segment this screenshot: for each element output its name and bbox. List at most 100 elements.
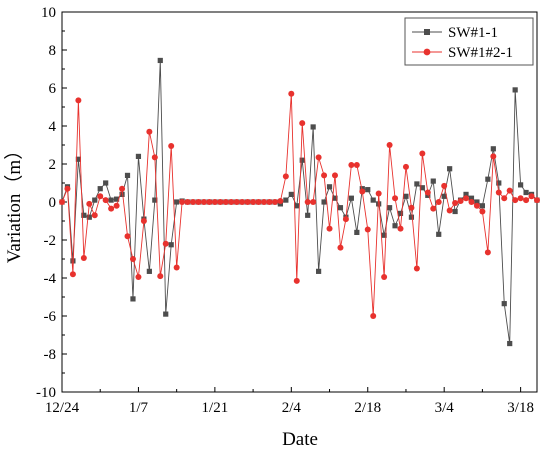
legend-label-0: SW#1-1	[448, 25, 498, 41]
series-0-point	[386, 205, 393, 211]
series-0-point	[163, 311, 169, 317]
series-1-point	[331, 172, 338, 179]
legend-label-1: SW#1#2-1	[448, 45, 513, 61]
series-0-point	[512, 87, 518, 93]
series-1-point	[173, 264, 180, 271]
series-0-point	[441, 193, 447, 199]
x-tick-label: 1/7	[129, 400, 149, 416]
series-0-point	[124, 172, 131, 178]
series-1-point	[348, 161, 355, 168]
series-1-point	[413, 265, 420, 272]
series-0-point	[414, 181, 420, 187]
series-0-point	[392, 223, 398, 229]
series-1-point	[228, 199, 235, 205]
series-1-point	[200, 199, 207, 205]
series-0-point	[316, 268, 322, 274]
series-1-point	[452, 199, 459, 206]
legend-marker-0	[424, 29, 430, 35]
x-tick-label: 1/21	[202, 400, 229, 416]
series-0-point	[419, 185, 425, 191]
series-1-point	[75, 97, 82, 104]
series-1-point	[217, 199, 224, 205]
series-0-point	[479, 203, 486, 209]
series-1-point	[59, 199, 65, 205]
series-1-point	[479, 208, 486, 215]
series-0-point	[408, 214, 415, 220]
series-1-point	[419, 150, 426, 157]
series-1-point	[457, 198, 464, 205]
series-0-point	[436, 231, 442, 237]
series-1-point	[495, 189, 502, 196]
series-1-point	[222, 199, 229, 205]
series-1	[59, 90, 540, 319]
series-1-point	[195, 199, 202, 205]
series-1-point	[473, 202, 480, 209]
y-tick-label: 10	[41, 5, 56, 21]
series-0-point	[370, 197, 376, 203]
series-1-point	[271, 199, 278, 205]
series-0-point	[468, 195, 475, 201]
y-tick-label: 0	[49, 195, 57, 211]
series-1-point	[146, 128, 153, 135]
y-axis-title: Variation（m）	[3, 141, 25, 263]
series-0-point	[135, 153, 142, 159]
series-1-point	[364, 226, 371, 233]
series-1-point	[108, 205, 115, 212]
series-0-point	[474, 199, 480, 205]
series-0-point	[108, 197, 114, 203]
series-0-point	[381, 232, 387, 238]
series-1-point	[233, 199, 240, 205]
series-0-point	[348, 195, 354, 201]
series-1-point	[359, 188, 366, 195]
series-0-point	[326, 184, 333, 190]
series-1-point	[484, 249, 491, 256]
series-1-point	[140, 218, 147, 224]
series-1-point	[190, 199, 197, 205]
series-1-point	[370, 313, 377, 319]
legend-marker-1	[423, 48, 431, 56]
series-0-point	[103, 180, 109, 186]
x-tick-label: 12/24	[45, 400, 80, 416]
series-1-point	[69, 271, 76, 278]
series-1-point	[501, 195, 508, 202]
series-1-point	[517, 195, 524, 202]
series-0-point	[152, 197, 158, 203]
series-1-point	[211, 199, 218, 205]
series-1-point	[512, 197, 519, 204]
series-0-point	[485, 176, 491, 182]
series-1-point	[534, 197, 540, 204]
x-tick-label: 2/4	[282, 400, 302, 416]
y-tick-label: -4	[44, 271, 57, 287]
series-1-point	[255, 199, 262, 205]
series-0-point	[501, 301, 507, 307]
series-1-point	[282, 173, 289, 180]
series-1-point	[321, 172, 328, 179]
series-0-point	[321, 199, 327, 205]
series-0-point	[463, 191, 469, 197]
series-1-point	[162, 240, 169, 247]
series-0-point	[174, 199, 180, 205]
x-tick-label: 2/18	[354, 400, 381, 416]
series-1-point	[277, 198, 284, 205]
series-1-point	[239, 199, 246, 205]
series-0-point	[490, 146, 496, 152]
series-0-point	[403, 193, 409, 199]
series-1-point	[244, 199, 251, 205]
series-1-point	[315, 154, 322, 161]
series-1-point	[124, 233, 131, 240]
series-0-point	[75, 156, 81, 162]
x-tick-label: 3/4	[435, 400, 455, 416]
series-0-point	[376, 201, 382, 207]
series-1-point	[424, 189, 431, 196]
series-0-point	[157, 57, 163, 64]
series-1-point	[304, 199, 311, 205]
series-1-point	[151, 154, 158, 161]
y-tick-label: -2	[44, 233, 57, 249]
series-0-point	[518, 182, 524, 188]
series-0-point	[81, 212, 87, 218]
series-1-point	[342, 216, 349, 223]
y-tick-label: 4	[49, 119, 57, 135]
series-0-point	[523, 189, 529, 196]
series-0-point	[496, 180, 502, 186]
series-0-point	[86, 214, 92, 220]
